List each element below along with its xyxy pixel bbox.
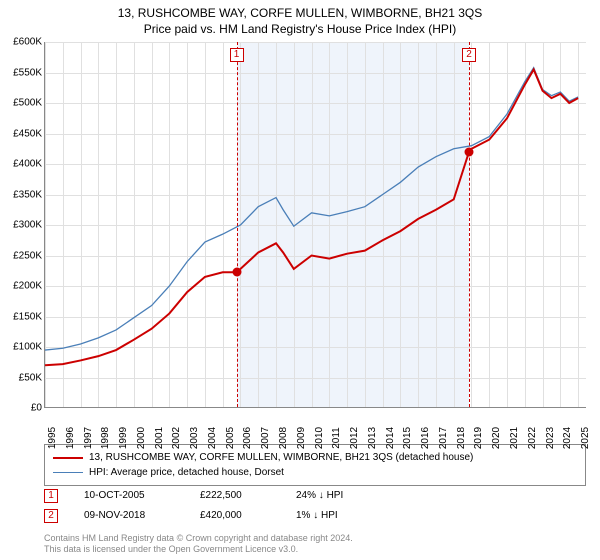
x-axis-tick: 2015: [402, 427, 413, 449]
x-axis-tick: 2021: [509, 427, 520, 449]
y-axis-tick: £50K: [4, 372, 42, 383]
x-axis-tick: 2016: [420, 427, 431, 449]
y-axis-tick: £350K: [4, 189, 42, 200]
plot-area: 12: [44, 42, 586, 408]
transaction-price: £222,500: [200, 488, 270, 504]
x-axis-tick: 1999: [118, 427, 129, 449]
x-axis-tick: 2006: [242, 427, 253, 449]
event-vline: [237, 42, 238, 407]
x-axis-tick: 2010: [314, 427, 325, 449]
x-axis-tick: 2012: [349, 427, 360, 449]
event-marker-label: 1: [230, 48, 244, 62]
x-axis-tick: 1997: [83, 427, 94, 449]
x-axis-tick: 2009: [296, 427, 307, 449]
transaction-price: £420,000: [200, 508, 270, 524]
x-axis-tick: 2011: [331, 427, 342, 449]
transaction-marker: 1: [44, 489, 58, 503]
x-axis-tick: 2002: [171, 427, 182, 449]
x-axis-tick: 2000: [136, 427, 147, 449]
x-axis-tick: 2005: [225, 427, 236, 449]
x-axis-tick: 2014: [385, 427, 396, 449]
y-axis-tick: £450K: [4, 128, 42, 139]
y-axis-tick: £600K: [4, 37, 42, 48]
chart-container: 13, RUSHCOMBE WAY, CORFE MULLEN, WIMBORN…: [0, 0, 600, 560]
legend-label: HPI: Average price, detached house, Dors…: [89, 465, 284, 480]
footer-line: Contains HM Land Registry data © Crown c…: [44, 533, 353, 545]
footer-attribution: Contains HM Land Registry data © Crown c…: [44, 533, 353, 556]
transaction-row: 1 10-OCT-2005 £222,500 24% ↓ HPI: [44, 488, 586, 504]
x-axis-tick: 2022: [527, 427, 538, 449]
x-axis-tick: 1996: [65, 427, 76, 449]
y-axis-tick: £300K: [4, 220, 42, 231]
transaction-date: 10-OCT-2005: [84, 488, 174, 504]
x-axis-tick: 2023: [545, 427, 556, 449]
event-marker-label: 2: [462, 48, 476, 62]
y-axis-tick: £400K: [4, 159, 42, 170]
x-axis-tick: 2001: [154, 427, 165, 449]
y-axis-tick: £500K: [4, 98, 42, 109]
y-axis-tick: £100K: [4, 342, 42, 353]
transaction-marker: 2: [44, 509, 58, 523]
legend-swatch: [53, 457, 83, 459]
series-line-hpi: [45, 68, 578, 350]
legend-swatch: [53, 472, 83, 473]
x-axis-tick: 2024: [562, 427, 573, 449]
event-vline: [469, 42, 470, 407]
x-axis-tick: 2017: [438, 427, 449, 449]
x-axis-tick: 2018: [456, 427, 467, 449]
x-axis-tick: 2013: [367, 427, 378, 449]
x-axis-tick: 2019: [473, 427, 484, 449]
x-axis-tick: 2003: [189, 427, 200, 449]
transaction-delta: 1% ↓ HPI: [296, 508, 338, 524]
event-marker-dot: [232, 268, 241, 277]
transaction-date: 09-NOV-2018: [84, 508, 174, 524]
series-line-price_paid: [45, 69, 578, 365]
event-marker-dot: [465, 147, 474, 156]
x-axis-tick: 2008: [278, 427, 289, 449]
y-axis-tick: £200K: [4, 281, 42, 292]
x-axis-tick: 2007: [260, 427, 271, 449]
legend-label: 13, RUSHCOMBE WAY, CORFE MULLEN, WIMBORN…: [89, 450, 473, 465]
x-axis-tick: 2004: [207, 427, 218, 449]
transaction-row: 2 09-NOV-2018 £420,000 1% ↓ HPI: [44, 508, 586, 524]
x-axis-tick: 2025: [580, 427, 591, 449]
y-axis-tick: £150K: [4, 311, 42, 322]
line-chart-svg: [45, 42, 586, 407]
y-axis-tick: £250K: [4, 250, 42, 261]
transaction-delta: 24% ↓ HPI: [296, 488, 343, 504]
legend-item: 13, RUSHCOMBE WAY, CORFE MULLEN, WIMBORN…: [53, 450, 577, 465]
y-axis-tick: £550K: [4, 67, 42, 78]
x-axis-tick: 1998: [100, 427, 111, 449]
y-axis-tick: £0: [4, 403, 42, 414]
x-axis-tick: 2020: [491, 427, 502, 449]
legend-item: HPI: Average price, detached house, Dors…: [53, 465, 577, 480]
legend-box: 13, RUSHCOMBE WAY, CORFE MULLEN, WIMBORN…: [44, 444, 586, 486]
chart-subtitle: Price paid vs. HM Land Registry's House …: [0, 20, 600, 36]
footer-line: This data is licensed under the Open Gov…: [44, 544, 353, 556]
chart-title: 13, RUSHCOMBE WAY, CORFE MULLEN, WIMBORN…: [0, 0, 600, 20]
x-axis-tick: 1995: [47, 427, 58, 449]
